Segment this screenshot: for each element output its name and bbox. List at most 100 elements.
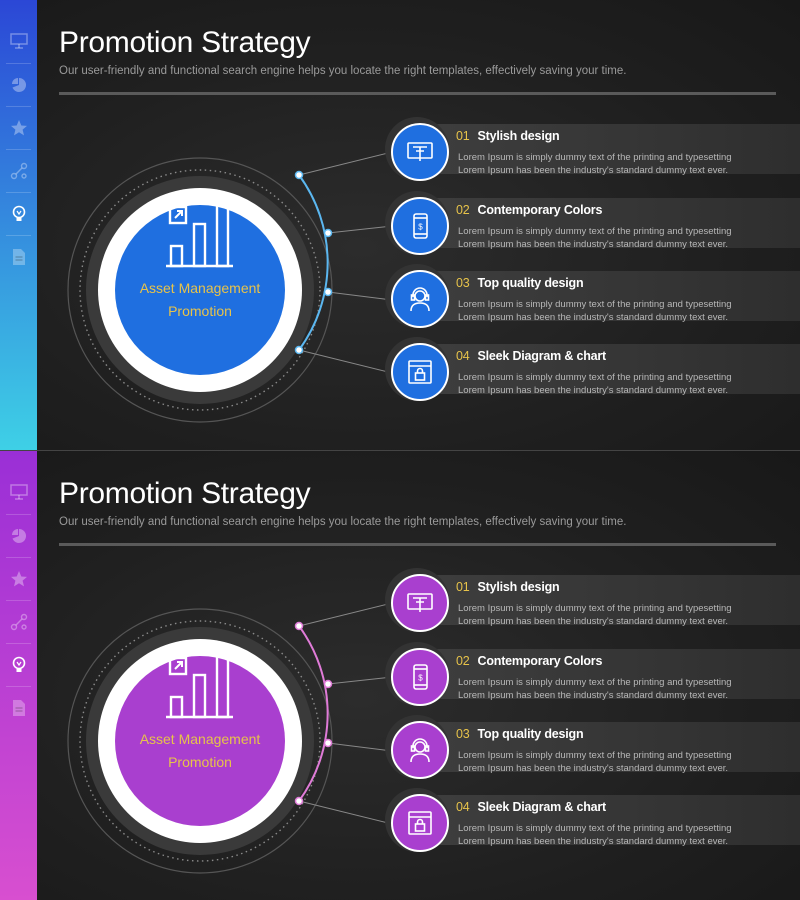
ticket-icon — [391, 123, 449, 181]
svg-text:$: $ — [418, 674, 423, 683]
document-icon[interactable] — [0, 687, 37, 729]
feature-item-bg — [418, 271, 800, 321]
sidebar — [0, 451, 37, 900]
center-label-line1: Asset Management — [139, 280, 261, 296]
feature-title: 01 Stylish design — [456, 129, 560, 143]
bar-chart-growth-icon — [166, 651, 233, 719]
center-circle — [115, 205, 285, 375]
feature-number: 04 — [456, 349, 470, 363]
sidebar — [0, 0, 37, 450]
presentation-icon[interactable] — [0, 20, 37, 62]
sidebar-divider — [6, 686, 31, 687]
feature-title: 04 Sleek Diagram & chart — [456, 800, 606, 814]
feature-item[interactable]: $ 02 Contemporary Colors Lorem Ipsum is s… — [385, 642, 800, 706]
slide: Promotion Strategy Our user-friendly and… — [0, 450, 800, 900]
sidebar-divider — [6, 643, 31, 644]
feature-desc-line: Lorem Ipsum has been the industry's stan… — [458, 616, 729, 627]
network-icon[interactable] — [0, 150, 37, 192]
connector-line — [327, 742, 393, 752]
feature-number: 03 — [456, 276, 470, 290]
feature-desc-line: Lorem Ipsum is simply dummy text of the … — [458, 603, 732, 614]
network-icon[interactable] — [0, 601, 37, 643]
lightbulb-icon[interactable] — [0, 193, 37, 235]
feature-item[interactable]: 03 Top quality design Lorem Ipsum is simp… — [385, 264, 800, 328]
page-subtitle: Our user-friendly and functional search … — [59, 65, 627, 77]
feature-item[interactable]: 01 Stylish design Lorem Ipsum is simply d… — [385, 568, 800, 632]
feature-number: 02 — [456, 654, 470, 668]
feature-title-text: Stylish design — [477, 580, 560, 594]
lightbulb-icon[interactable] — [0, 644, 37, 686]
feature-title: 03 Top quality design — [456, 727, 584, 741]
bar-chart-growth-icon — [166, 200, 233, 268]
connector-node — [323, 738, 333, 748]
feature-desc-line: Lorem Ipsum has been the industry's stan… — [458, 312, 729, 323]
document-icon[interactable] — [0, 236, 37, 278]
dotted-ring — [79, 169, 321, 411]
center-circle — [115, 656, 285, 826]
feature-description: Lorem Ipsum is simply dummy text of the … — [458, 371, 732, 397]
star-icon[interactable] — [0, 107, 37, 149]
feature-item[interactable]: 04 Sleek Diagram & chart Lorem Ipsum is s… — [385, 337, 800, 401]
connector-line — [327, 676, 393, 685]
feature-title: 02 Contemporary Colors — [456, 203, 602, 217]
feature-desc-line: Lorem Ipsum has been the industry's stan… — [458, 165, 729, 176]
hub-diagram — [67, 151, 393, 423]
feature-item-bg — [418, 795, 800, 845]
feature-title-text: Top quality design — [477, 276, 584, 290]
title-divider — [59, 543, 776, 546]
feature-description: Lorem Ipsum is simply dummy text of the … — [458, 298, 732, 324]
connector-line — [298, 800, 393, 825]
feature-desc-line: Lorem Ipsum is simply dummy text of the … — [458, 677, 732, 688]
feature-item-bg — [418, 344, 800, 394]
feature-number: 03 — [456, 727, 470, 741]
connector-node — [294, 796, 304, 806]
connector-node — [294, 345, 304, 355]
presentation-icon[interactable] — [0, 471, 37, 513]
feature-description: Lorem Ipsum is simply dummy text of the … — [458, 749, 732, 775]
page-subtitle: Our user-friendly and functional search … — [59, 516, 627, 528]
feature-item[interactable]: $ 02 Contemporary Colors Lorem Ipsum is s… — [385, 191, 800, 255]
dotted-ring — [79, 620, 321, 862]
feature-desc-line: Lorem Ipsum has been the industry's stan… — [458, 239, 729, 250]
feature-title-text: Contemporary Colors — [477, 654, 603, 668]
feature-item[interactable]: 04 Sleek Diagram & chart Lorem Ipsum is s… — [385, 788, 800, 852]
feature-title: 04 Sleek Diagram & chart — [456, 349, 606, 363]
pie-chart-icon[interactable] — [0, 515, 37, 557]
feature-title-text: Sleek Diagram & chart — [477, 800, 607, 814]
sidebar-divider — [6, 149, 31, 150]
feature-title-text: Stylish design — [477, 129, 560, 143]
ticket-icon — [391, 574, 449, 632]
connector-node — [323, 287, 333, 297]
pie-chart-icon[interactable] — [0, 64, 37, 106]
headset-support-icon — [391, 721, 449, 779]
page-title: Promotion Strategy — [59, 477, 311, 510]
connector-line — [298, 151, 393, 176]
star-icon[interactable] — [0, 558, 37, 600]
center-label-line1: Asset Management — [139, 731, 261, 747]
feature-item[interactable]: 03 Top quality design Lorem Ipsum is simp… — [385, 715, 800, 779]
sidebar-divider — [6, 557, 31, 558]
feature-desc-line: Lorem Ipsum has been the industry's stan… — [458, 385, 729, 396]
title-divider — [59, 92, 776, 95]
feature-description: Lorem Ipsum is simply dummy text of the … — [458, 602, 732, 628]
feature-title: 03 Top quality design — [456, 276, 584, 290]
connector-arc — [298, 625, 329, 802]
feature-description: Lorem Ipsum is simply dummy text of the … — [458, 151, 732, 177]
feature-number: 02 — [456, 203, 470, 217]
feature-desc-line: Lorem Ipsum is simply dummy text of the … — [458, 152, 732, 163]
feature-title-text: Contemporary Colors — [477, 203, 603, 217]
mobile-payment-icon: $ — [391, 648, 449, 706]
center-label-line2: Promotion — [168, 754, 232, 770]
outer-ring — [67, 608, 333, 874]
feature-desc-line: Lorem Ipsum has been the industry's stan… — [458, 836, 729, 847]
sidebar-divider — [6, 235, 31, 236]
connector-line — [327, 225, 393, 234]
slide: Promotion Strategy Our user-friendly and… — [0, 0, 800, 450]
sidebar-divider — [6, 192, 31, 193]
feature-item[interactable]: 01 Stylish design Lorem Ipsum is simply d… — [385, 117, 800, 181]
connector-line — [298, 602, 393, 627]
secure-browser-icon — [391, 794, 449, 852]
sidebar-divider — [6, 63, 31, 64]
feature-description: Lorem Ipsum is simply dummy text of the … — [458, 676, 732, 702]
